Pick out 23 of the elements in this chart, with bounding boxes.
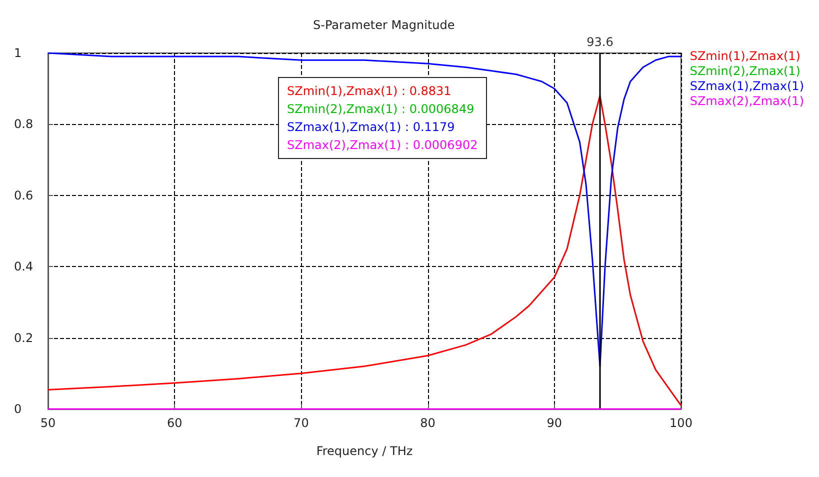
annotation: SZmax(2),Zmax(1) : 0.0006902	[287, 137, 478, 154]
y-tick-label: 1	[14, 46, 22, 60]
y-tick-label: 0.4	[14, 260, 34, 274]
y-tick-label: 0.2	[14, 330, 34, 345]
x-tick-label: 90	[546, 416, 562, 430]
annotation: SZmin(1),Zmax(1) : 0.8831	[287, 83, 452, 100]
x-tick-label: 80	[420, 416, 436, 430]
x-tick-label: 70	[294, 416, 309, 430]
text: SZmin(1),Zmax(1)	[690, 49, 800, 63]
ref-line-label: 93.6	[586, 35, 614, 49]
text: SZmax(2),Zmax(1)	[690, 94, 804, 108]
x-axis-title: Frequency / THz	[316, 444, 413, 458]
annotation: SZmin(2),Zmax(1) : 0.0006849	[287, 101, 476, 118]
y-tick-label: 0.6	[14, 188, 34, 202]
y-tick-label: 0	[14, 402, 22, 416]
text: SZmax(1),Zmax(1)	[690, 79, 804, 93]
legend-label: SZmin(2),Zmax(1)	[690, 64, 800, 78]
x-tick-label: 100	[670, 416, 692, 430]
y-tick-label: 0.8	[14, 117, 34, 132]
x-tick-label: 60	[166, 416, 182, 430]
chart-title: S-Parameter Magnitude	[313, 18, 455, 32]
annotation: SZmax(1),Zmax(1) : 0.1179	[287, 119, 456, 136]
x-tick-label: 50	[40, 416, 56, 430]
